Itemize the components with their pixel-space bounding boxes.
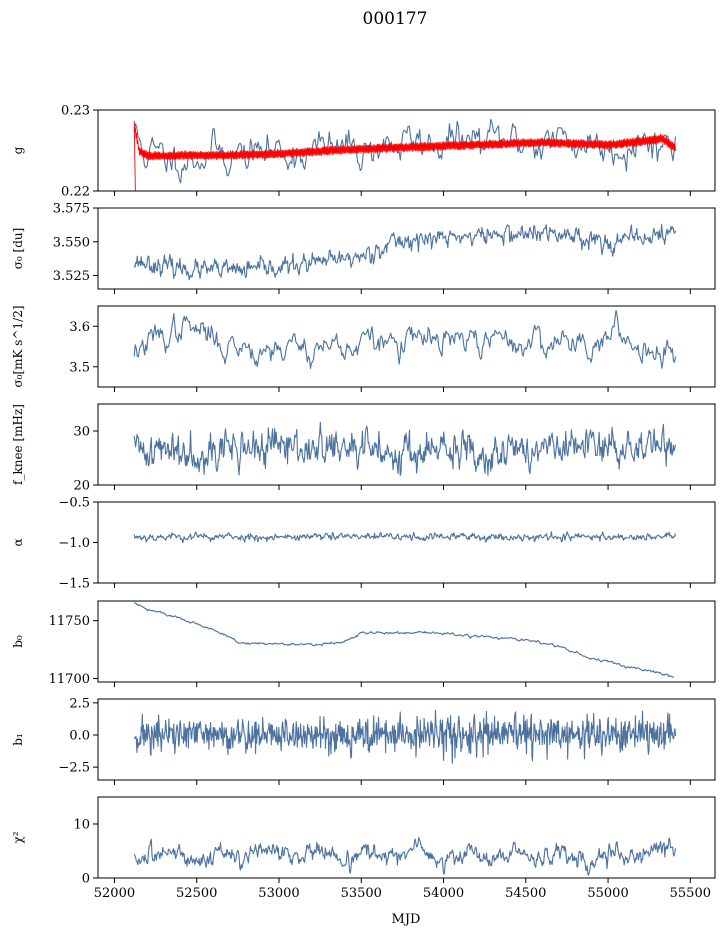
panel-5: −1.5 −1.0 −0.5 α: [11, 496, 716, 592]
y-tick-label: −0.5: [58, 496, 90, 511]
y-axis-label: f_knee [mHz]: [11, 404, 25, 485]
y-axis-label: χ²: [11, 831, 25, 843]
series-line-2: [133, 121, 676, 191]
y-tick-label: 30: [73, 425, 90, 440]
y-tick-label: 0.23: [61, 104, 90, 119]
series-line-1: [133, 421, 677, 476]
y-tick-label: 0: [82, 872, 90, 887]
series-line-1: [133, 709, 677, 764]
y-tick-label: 3.575: [53, 202, 90, 217]
y-tick-label: 0.0: [69, 729, 90, 744]
y-tick-label: 3.6: [69, 320, 90, 335]
y-axis-label: g: [11, 146, 25, 154]
figure-title: 000177: [363, 9, 428, 29]
x-axis-label: MJD: [392, 912, 421, 927]
axes-frame: [97, 600, 716, 683]
panel-4: 20 30 f_knee [mHz]: [11, 403, 716, 494]
y-tick-label: 3.525: [53, 269, 90, 284]
panels: 0.22 0.23 g 3.525 3.550 3.575 σ₀ [du] 3.5 3.6 σ₀[…: [11, 104, 716, 901]
series-line-1: [133, 223, 677, 281]
series-line-1: [134, 602, 675, 679]
y-axis-label: b₁: [11, 733, 25, 746]
x-tick-label: 54500: [505, 886, 546, 901]
y-tick-label: −2.5: [58, 761, 90, 776]
y-tick-label: 11700: [49, 672, 90, 687]
axes-frame: [97, 403, 716, 486]
axes-frame: [97, 109, 716, 192]
panel-3: 3.5 3.6 σ₀[mK s^1/2]: [11, 305, 716, 392]
x-tick-label: 53500: [341, 886, 382, 901]
y-axis-label: σ₀[mK s^1/2]: [11, 305, 25, 387]
y-tick-label: 3.550: [53, 235, 90, 250]
axes-frame: [97, 698, 716, 781]
y-axis-label: σ₀ [du]: [11, 228, 25, 270]
y-tick-label: −1.0: [58, 536, 90, 551]
axes-frame: [97, 796, 716, 879]
panel-8: 0 10 52000 52500 53000 53500 54000 54500 55000 55…: [11, 796, 716, 901]
y-tick-label: 10: [73, 818, 90, 833]
y-tick-label: 20: [73, 479, 90, 494]
y-tick-label: 11750: [49, 614, 90, 629]
x-tick-label: 55000: [587, 886, 628, 901]
y-tick-label: −1.5: [58, 577, 90, 592]
x-tick-label: 54000: [423, 886, 464, 901]
x-tick-label: 55500: [670, 886, 711, 901]
x-tick-label: 52000: [94, 886, 135, 901]
axes-frame: [97, 207, 716, 290]
panel-6: 11700 11750 b₀: [11, 600, 716, 687]
series-line-1: [133, 531, 677, 544]
y-tick-label: 0.22: [61, 185, 90, 200]
axes-frame: [97, 501, 716, 584]
series-line-1: [133, 118, 677, 184]
y-axis-label: α: [11, 538, 25, 546]
axes-frame: [97, 305, 716, 388]
x-tick-label: 52500: [176, 886, 217, 901]
panel-7: −2.5 0.0 2.5 b₁: [11, 696, 716, 785]
series-line-1: [133, 836, 677, 876]
y-axis-label: b₀: [11, 635, 25, 648]
y-tick-label: 3.5: [69, 360, 90, 375]
y-tick-label: 2.5: [69, 696, 90, 711]
panel-2: 3.525 3.550 3.575 σ₀ [du]: [11, 202, 716, 294]
series-line-1: [133, 309, 677, 370]
x-tick-label: 53000: [258, 886, 299, 901]
panel-1: 0.22 0.23 g: [11, 104, 716, 200]
